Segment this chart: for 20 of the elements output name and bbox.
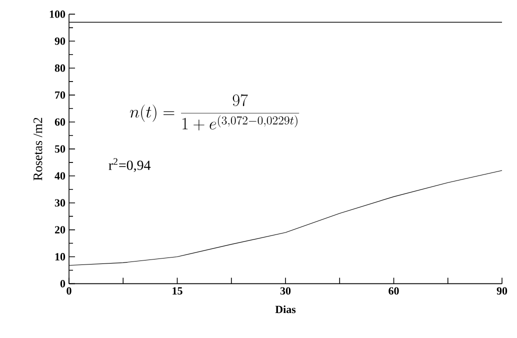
y-tick-label: 20 — [54, 226, 66, 234]
y-tick-label: 70 — [55, 91, 66, 99]
y-axis-title: Rosetas /m2 — [34, 118, 42, 180]
x-tick-label: 0 — [66, 287, 72, 295]
y-tick-label: 10 — [55, 253, 66, 260]
y-tick-label: 90 — [54, 37, 66, 45]
y-tick-label: 100 — [50, 10, 66, 18]
y-tick-label: 0 — [60, 280, 66, 288]
x-tick-label: 90 — [496, 287, 508, 295]
y-tick-label: 50 — [54, 145, 66, 153]
y-tick-label: 30 — [54, 199, 66, 207]
x-tick-label: 15 — [172, 287, 182, 295]
annotation: r$^{2}$=0,94 — [108, 158, 151, 172]
y-tick-label: 40 — [54, 172, 66, 180]
y-tick-label: 80 — [54, 64, 66, 72]
y-tick-label: 60 — [54, 118, 66, 126]
x-tick-label: 60 — [388, 287, 399, 295]
x-axis-title: Dias — [275, 305, 296, 314]
annotation: $n(t)=\frac{97}{1+e^{(3,072-0,0229t)}}$ — [130, 94, 300, 130]
x-tick-label: 30 — [280, 287, 291, 295]
